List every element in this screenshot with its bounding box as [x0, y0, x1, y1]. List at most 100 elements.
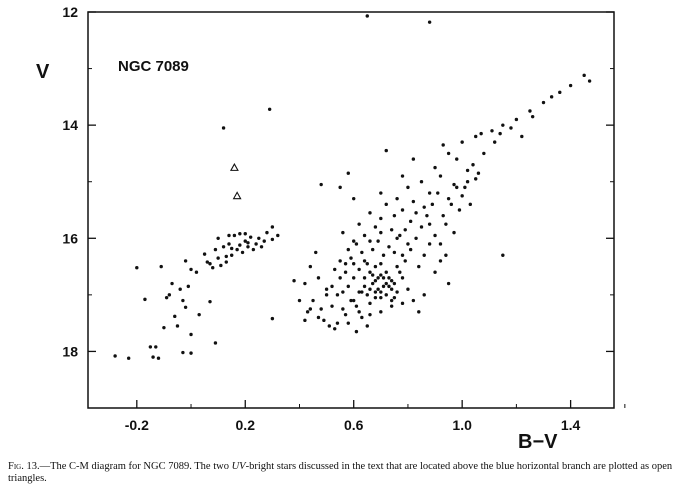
star-point	[257, 236, 261, 240]
star-point	[126, 356, 131, 360]
y-tick-label: 16	[62, 230, 78, 246]
star-point	[430, 202, 435, 207]
star-point	[308, 264, 313, 269]
star-point	[224, 254, 228, 259]
star-point	[181, 350, 185, 355]
star-point	[335, 321, 340, 325]
star-point	[354, 329, 359, 334]
star-point	[389, 287, 394, 291]
star-point	[422, 293, 426, 297]
star-point	[343, 262, 348, 266]
star-point	[395, 196, 399, 201]
y-tick-label: 12	[62, 4, 78, 20]
star-point	[330, 284, 334, 289]
star-point	[319, 307, 323, 311]
star-point	[373, 295, 378, 300]
star-point	[452, 182, 456, 187]
star-point	[387, 276, 391, 280]
star-point	[338, 276, 342, 280]
star-point	[389, 279, 394, 283]
star-point	[346, 247, 350, 252]
star-point	[316, 276, 321, 280]
star-point	[343, 312, 348, 317]
star-point	[333, 327, 337, 331]
star-point	[444, 253, 448, 257]
star-point	[474, 177, 478, 181]
star-point	[444, 222, 448, 226]
star-point	[324, 287, 329, 291]
star-point	[303, 281, 307, 286]
star-point	[476, 171, 481, 175]
star-point	[311, 298, 315, 303]
star-point	[314, 250, 318, 255]
star-point	[438, 174, 443, 178]
star-point	[422, 253, 426, 257]
star-point	[392, 213, 397, 218]
star-point	[408, 247, 413, 252]
star-point	[411, 199, 416, 204]
star-point	[490, 129, 494, 133]
star-point	[417, 264, 421, 269]
star-point	[346, 284, 350, 289]
x-tick-label: 0.6	[344, 417, 364, 433]
star-point	[224, 260, 228, 264]
star-point	[362, 276, 367, 280]
star-point	[370, 247, 375, 252]
star-point	[357, 290, 361, 294]
star-point	[411, 157, 416, 161]
star-point	[352, 298, 356, 303]
star-point	[446, 281, 451, 286]
star-point	[148, 345, 153, 349]
star-point	[501, 123, 505, 127]
star-point	[232, 233, 237, 238]
star-point	[164, 295, 169, 300]
star-point	[368, 287, 372, 291]
x-tick-label: 1.4	[561, 417, 581, 433]
star-point	[460, 194, 464, 198]
star-point	[384, 281, 388, 286]
star-point	[389, 304, 394, 308]
x-tick-label: -0.2	[125, 417, 149, 433]
caption-text-before: —The C-M diagram for NGC 7089. The two	[39, 461, 232, 472]
plot-frame	[87, 11, 615, 409]
star-point	[159, 264, 163, 269]
star-point	[246, 245, 250, 249]
star-point	[341, 230, 345, 235]
star-point	[173, 314, 177, 319]
star-point	[455, 185, 459, 190]
star-point	[427, 242, 432, 246]
star-point	[167, 293, 172, 297]
star-point	[305, 310, 310, 314]
cluster-annotation: NGC 7089	[118, 58, 189, 75]
star-point	[333, 267, 337, 272]
star-point	[514, 117, 519, 122]
star-point	[422, 205, 426, 209]
star-point	[365, 293, 369, 297]
star-point	[360, 315, 364, 320]
star-point	[427, 20, 432, 24]
star-point	[341, 290, 345, 294]
star-point	[379, 191, 383, 195]
star-point	[468, 202, 472, 207]
star-point	[452, 230, 456, 235]
star-point	[352, 276, 356, 280]
star-point	[251, 247, 256, 252]
star-point	[387, 245, 391, 249]
star-point	[346, 171, 350, 175]
x-axis-label: B−V	[518, 431, 558, 453]
star-point	[384, 202, 388, 207]
star-point	[352, 196, 356, 201]
star-point	[238, 243, 242, 247]
data-points	[113, 14, 592, 360]
star-point	[373, 264, 378, 269]
star-point	[549, 95, 554, 99]
star-point	[197, 312, 201, 317]
star-point	[400, 301, 405, 306]
star-point	[143, 297, 147, 302]
star-point	[368, 312, 372, 317]
star-point	[403, 259, 407, 263]
star-point	[376, 287, 380, 291]
star-point	[400, 208, 405, 212]
star-point	[463, 185, 467, 190]
star-point	[398, 233, 402, 238]
